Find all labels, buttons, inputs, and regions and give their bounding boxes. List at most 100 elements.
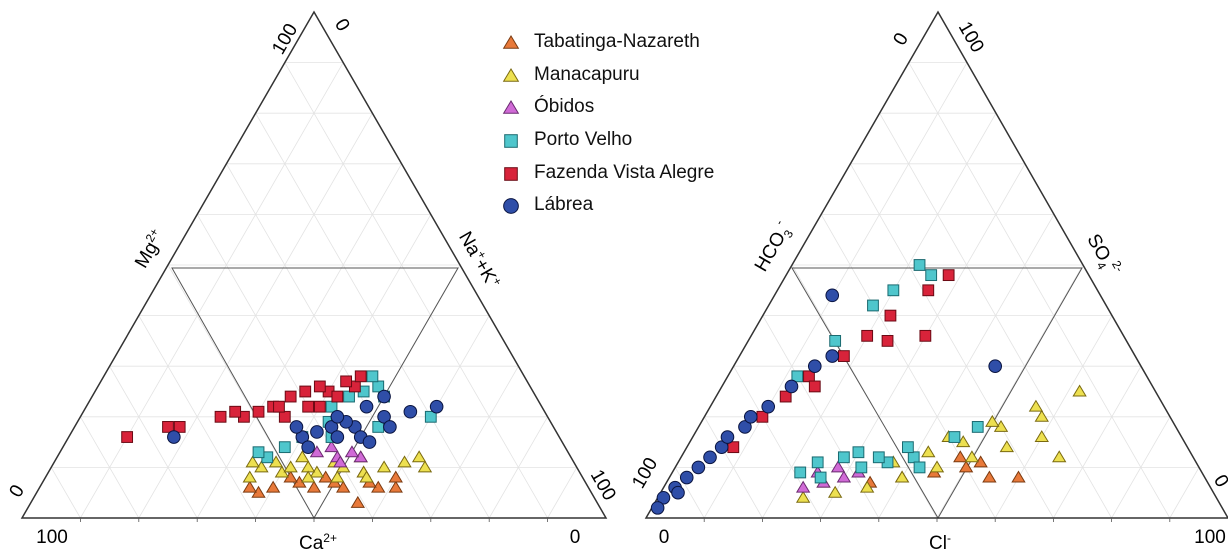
cation-bottom-right-tick: 0: [570, 527, 581, 548]
point-porto-velho: [837, 451, 850, 464]
point-labrea: [310, 425, 324, 439]
point-porto-velho: [872, 451, 885, 464]
point-manacapuru: [894, 470, 910, 483]
point-fazenda-vista-alegre: [214, 410, 227, 423]
point-fazenda-vista-alegre: [284, 390, 297, 403]
grid-line: [1169, 467, 1200, 519]
point-porto-velho: [925, 269, 938, 282]
point-tabatinga-nazareth: [1011, 470, 1026, 483]
point-porto-velho: [811, 456, 824, 469]
legend-label: Manacapuru: [534, 63, 640, 85]
point-obidos: [836, 470, 852, 483]
point-tabatinga-nazareth: [982, 470, 997, 483]
point-porto-velho: [913, 461, 926, 474]
point-fazenda-vista-alegre: [273, 400, 285, 413]
point-porto-velho: [252, 446, 265, 459]
point-labrea: [167, 430, 181, 444]
point-manacapuru: [859, 480, 875, 493]
ca-axis-label: Ca2+: [299, 531, 337, 553]
point-labrea: [377, 410, 391, 424]
grid-line: [994, 315, 1113, 519]
point-tabatinga-nazareth: [242, 480, 257, 493]
point-porto-velho: [887, 284, 900, 297]
point-porto-velho: [867, 299, 879, 312]
grid-line: [850, 163, 1054, 519]
point-manacapuru: [1072, 384, 1087, 397]
anion-bottom-left-tick: 0: [659, 527, 670, 548]
point-manacapuru: [242, 470, 257, 483]
point-fazenda-vista-alegre: [942, 269, 955, 282]
data-points: [650, 259, 1087, 515]
anion-left-base-tick: 100: [628, 454, 662, 492]
point-fazenda-vista-alegre: [808, 380, 821, 393]
cation-apex-left-tick: 100: [268, 20, 302, 58]
point-labrea: [825, 349, 840, 363]
point-labrea: [330, 410, 345, 424]
legend-item-fazenda-vista-alegre: Fazenda Vista Alegre: [500, 156, 714, 189]
point-fazenda-vista-alegre: [313, 400, 326, 413]
legend-label: Óbidos: [534, 96, 595, 118]
point-fazenda-vista-alegre: [922, 284, 935, 297]
point-fazenda-vista-alegre: [779, 390, 792, 403]
grid-line: [284, 62, 548, 519]
point-porto-velho: [902, 441, 914, 454]
point-tabatinga-nazareth: [306, 480, 322, 493]
point-porto-velho: [343, 390, 355, 403]
point-fazenda-vista-alegre: [302, 400, 315, 413]
legend-marker-triangle-icon: [502, 67, 520, 82]
point-labrea: [656, 490, 671, 505]
point-fazenda-vista-alegre: [173, 421, 186, 433]
legend-marker-circle-icon: [503, 198, 519, 215]
grid: [674, 62, 1200, 519]
point-manacapuru: [245, 455, 260, 468]
anion-right-base-tick: 0: [1209, 471, 1228, 491]
legend-symbol: [504, 166, 518, 181]
grid-line: [762, 315, 880, 519]
anion-apex-right-tick: 100: [954, 18, 988, 56]
grid-line: [226, 163, 432, 519]
point-labrea: [324, 420, 339, 434]
legend-label: Porto Velho: [534, 129, 633, 151]
point-fazenda-vista-alegre: [884, 309, 897, 322]
point-labrea: [289, 420, 304, 434]
grid-line: [1053, 366, 1142, 519]
point-obidos: [830, 460, 846, 473]
point-manacapuru: [397, 455, 412, 468]
point-fazenda-vista-alegre: [881, 335, 894, 347]
cation-apex-right-tick: 0: [330, 15, 353, 35]
point-porto-velho: [278, 441, 291, 454]
legend-marker-square-icon: [504, 166, 518, 181]
point-obidos: [309, 445, 325, 458]
legend-label: Tabatinga-Nazareth: [534, 31, 700, 53]
grid-line: [936, 264, 1084, 519]
point-fazenda-vista-alegre: [229, 405, 242, 418]
grid-line: [733, 366, 821, 519]
point-manacapuru: [1052, 450, 1067, 463]
legend-symbol: [502, 100, 520, 115]
point-porto-velho: [971, 421, 984, 433]
point-labrea: [650, 501, 665, 515]
point-tabatinga-nazareth: [953, 450, 968, 463]
point-porto-velho: [913, 259, 926, 271]
point-labrea: [743, 410, 758, 424]
na-k-axis-label: Na++K+: [454, 227, 505, 292]
grid-line: [547, 467, 578, 519]
point-labrea: [301, 440, 315, 454]
point-labrea: [671, 485, 685, 500]
mid-subtriangle: [171, 267, 459, 520]
point-tabatinga-nazareth: [336, 480, 351, 493]
cation-right-base-tick: 100: [586, 466, 620, 504]
point-labrea: [761, 399, 776, 414]
point-manacapuru: [1028, 399, 1044, 412]
data-points: [121, 370, 444, 508]
cation-left-base-tick: 0: [5, 481, 28, 501]
point-manacapuru: [300, 460, 316, 473]
point-obidos: [344, 445, 360, 458]
point-labrea: [679, 470, 694, 485]
point-fazenda-vista-alegre: [252, 405, 265, 418]
legend-item-porto-velho: Porto Velho: [500, 124, 714, 157]
legend-symbol: [503, 198, 519, 215]
point-labrea: [383, 420, 397, 434]
point-labrea: [784, 379, 799, 394]
